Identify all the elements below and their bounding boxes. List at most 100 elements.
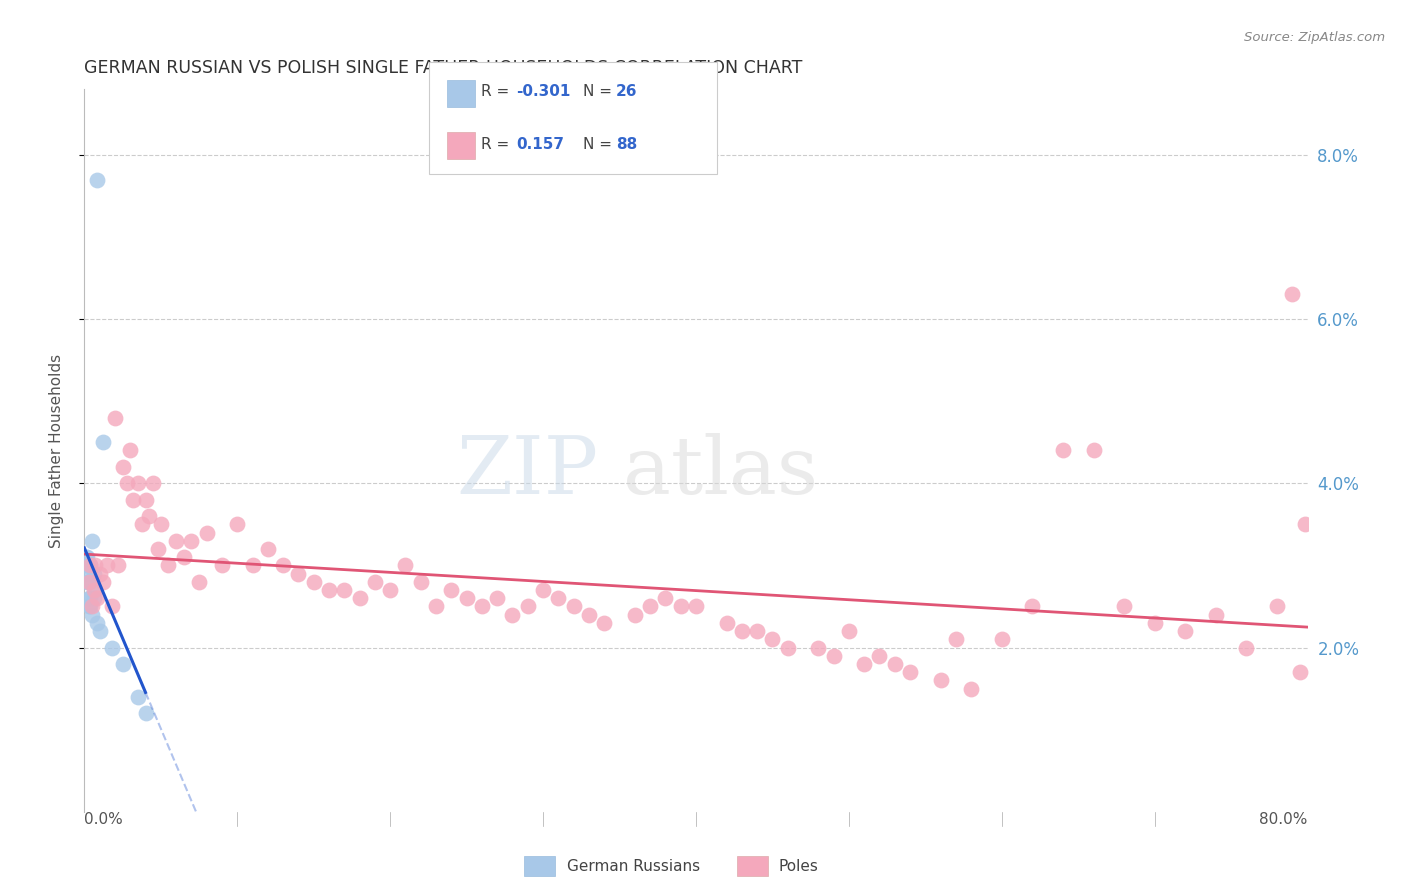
Point [578, 607, 600, 622]
Point [83, 591, 105, 606]
Point [107, 558, 129, 573]
Point [638, 599, 661, 614]
Point [945, 632, 967, 647]
Point [83, 566, 105, 581]
Text: atlas: atlas [623, 434, 818, 511]
Point [76, 558, 98, 573]
Point [562, 599, 585, 614]
Point [547, 591, 569, 606]
Point [104, 410, 127, 425]
Point [898, 665, 921, 680]
Point [111, 459, 134, 474]
Point [131, 517, 153, 532]
Point [1205, 607, 1227, 622]
Point [127, 476, 149, 491]
Point [75, 558, 97, 573]
Point [86, 615, 108, 630]
Point [76, 566, 98, 581]
Point [853, 657, 876, 671]
Point [77, 591, 100, 606]
Point [80, 533, 103, 548]
Point [624, 607, 647, 622]
Point [516, 599, 538, 614]
Text: German Russians: German Russians [567, 859, 700, 873]
Point [101, 599, 124, 614]
Point [80, 599, 103, 614]
Point [76, 550, 98, 565]
Y-axis label: Single Father Households: Single Father Households [49, 353, 63, 548]
Point [991, 632, 1014, 647]
Point [364, 574, 387, 589]
Point [593, 615, 616, 630]
Point [1236, 640, 1258, 655]
Text: 88: 88 [616, 137, 637, 152]
Point [776, 640, 799, 655]
Point [409, 574, 432, 589]
Point [111, 657, 134, 671]
Point [1289, 665, 1312, 680]
Point [883, 657, 905, 671]
Point [77, 599, 100, 614]
Point [1114, 599, 1136, 614]
Point [77, 574, 100, 589]
Point [79, 558, 101, 573]
Point [1294, 517, 1316, 532]
Point [425, 599, 447, 614]
Point [115, 476, 138, 491]
Point [79, 591, 101, 606]
Point [456, 591, 478, 606]
Text: GERMAN RUSSIAN VS POLISH SINGLE FATHER HOUSEHOLDS CORRELATION CHART: GERMAN RUSSIAN VS POLISH SINGLE FATHER H… [84, 59, 803, 77]
Point [86, 591, 108, 606]
Point [761, 632, 783, 647]
Point [394, 558, 416, 573]
Point [149, 517, 172, 532]
Text: N =: N = [583, 85, 617, 99]
Text: 0.0%: 0.0% [84, 812, 124, 827]
Point [188, 574, 211, 589]
Point [747, 624, 769, 639]
Point [79, 599, 101, 614]
Point [122, 492, 145, 507]
Point [83, 582, 105, 597]
Point [89, 566, 111, 581]
Point [211, 558, 233, 573]
Point [135, 706, 157, 721]
Point [96, 558, 118, 573]
Point [76, 574, 98, 589]
Point [486, 591, 509, 606]
Point [960, 681, 983, 696]
Point [440, 582, 463, 597]
Point [86, 172, 108, 186]
Point [101, 640, 124, 655]
Text: 26: 26 [616, 85, 637, 99]
Point [716, 615, 738, 630]
Point [1265, 599, 1288, 614]
Point [333, 582, 356, 597]
Point [869, 648, 891, 663]
Point [91, 574, 114, 589]
Point [471, 599, 494, 614]
Point [180, 533, 202, 548]
Point [157, 558, 180, 573]
Point [120, 443, 142, 458]
Point [929, 673, 952, 688]
Point [75, 550, 97, 565]
Point [80, 607, 103, 622]
Point [138, 509, 160, 524]
Text: Poles: Poles [779, 859, 818, 873]
Point [1174, 624, 1197, 639]
Point [669, 599, 692, 614]
Point [318, 582, 340, 597]
Text: Source: ZipAtlas.com: Source: ZipAtlas.com [1244, 31, 1385, 45]
Text: N =: N = [583, 137, 617, 152]
Point [165, 533, 187, 548]
Point [146, 541, 169, 556]
Point [1143, 615, 1166, 630]
Text: 0.157: 0.157 [516, 137, 564, 152]
Text: 80.0%: 80.0% [1260, 812, 1308, 827]
Point [1281, 287, 1303, 301]
Text: ZIP: ZIP [456, 434, 598, 511]
Point [302, 574, 325, 589]
Point [1021, 599, 1043, 614]
Point [135, 492, 157, 507]
